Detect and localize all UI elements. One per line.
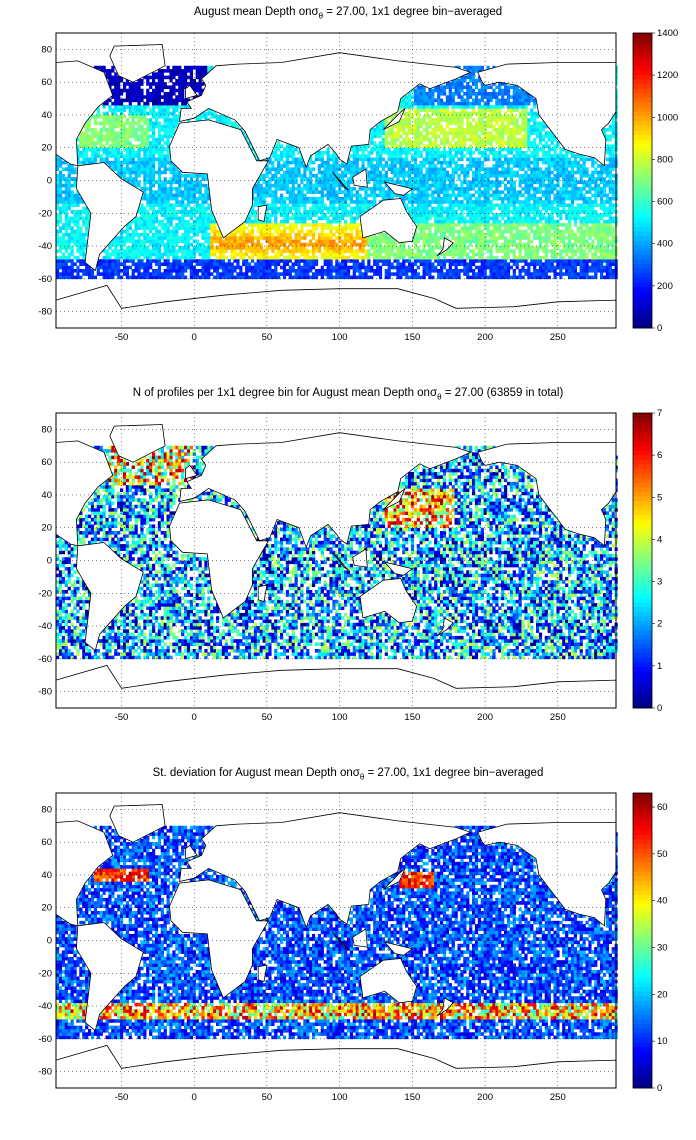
- colorbar-tick-label: 0: [657, 1083, 662, 1094]
- colorbar-tick-label: 2: [657, 619, 662, 630]
- coastlines: [55, 424, 617, 709]
- colorbar-tick-label: 4: [657, 534, 662, 545]
- axes-frame: [55, 32, 617, 329]
- colorbar-tick-label: 3: [657, 577, 662, 588]
- y-tick-label: -60: [38, 654, 52, 665]
- y-tick-label: -20: [38, 968, 52, 979]
- x-tick-label: 250: [550, 712, 566, 723]
- colorbar-tick-label: 1000: [657, 112, 678, 123]
- data-cells: [56, 445, 618, 660]
- x-tick-label: 0: [192, 1092, 197, 1103]
- map-panel-1: -50 0 50 100 150 200 250-80-60-40-200204060800…: [38, 408, 662, 723]
- y-tick-label: -60: [38, 1034, 52, 1045]
- colorbar-tick-label: 60: [657, 802, 668, 813]
- colorbar-tick-label: 6: [657, 450, 662, 461]
- x-tick-label: 150: [404, 1092, 420, 1103]
- x-tick-label: 150: [404, 712, 420, 723]
- x-tick-label: 50: [262, 332, 273, 343]
- grid-lines: [56, 33, 616, 328]
- y-tick-label: -60: [38, 274, 52, 285]
- x-tick-label: 150: [404, 332, 420, 343]
- x-tick-label: 200: [477, 712, 493, 723]
- x-tick-label: 50: [262, 712, 273, 723]
- y-tick-label: 80: [41, 804, 52, 815]
- y-tick-label: -20: [38, 208, 52, 219]
- colorbar-tick-label: 200: [657, 281, 673, 292]
- x-tick-label: 0: [192, 332, 197, 343]
- x-tick-label: 200: [477, 1092, 493, 1103]
- x-tick-label: 100: [332, 712, 348, 723]
- y-tick-label: 20: [41, 143, 52, 154]
- x-tick-label: 250: [550, 1092, 566, 1103]
- coastlines: [55, 44, 617, 329]
- x-tick-label: 100: [332, 332, 348, 343]
- colorbar-tick-label: 40: [657, 896, 668, 907]
- x-tick-label: 250: [550, 332, 566, 343]
- y-tick-label: 40: [41, 490, 52, 501]
- colorbar-tick-label: 600: [657, 197, 673, 208]
- y-tick-label: -40: [38, 1001, 52, 1012]
- y-tick-label: -80: [38, 687, 52, 698]
- y-tick-label: 20: [41, 523, 52, 534]
- colorbar-tick-label: 1400: [657, 28, 678, 39]
- y-tick-label: -80: [38, 307, 52, 318]
- colorbar-tick-label: 0: [657, 323, 662, 334]
- chart-title-mean-depth: August mean Depth onσθ = 27.00, 1x1 degr…: [0, 6, 696, 20]
- x-tick-label: 50: [262, 1092, 273, 1103]
- y-tick-label: -40: [38, 621, 52, 632]
- colorbar-tick-label: 1: [657, 661, 662, 672]
- y-tick-label: 0: [47, 936, 52, 947]
- colorbar-tick-label: 400: [657, 239, 673, 250]
- axes-frame: [55, 792, 617, 1089]
- colorbar-tick-label: 0: [657, 703, 662, 714]
- coastlines: [55, 804, 617, 1089]
- y-tick-label: -40: [38, 241, 52, 252]
- colorbar-tick-label: 7: [657, 408, 662, 419]
- x-tick-label: 100: [332, 1092, 348, 1103]
- colorbar-tick-label: 1200: [657, 70, 678, 81]
- colorbar-tick-label: 10: [657, 1036, 668, 1047]
- axes-frame: [55, 412, 617, 709]
- map-panel-2: -50 0 50 100 150 200 250-80-60-40-200204060800…: [38, 792, 668, 1103]
- colorbar: 0 1 2 3 4 5 6 7: [632, 408, 662, 714]
- colorbar: 0 10 20 30 40 50 60: [632, 792, 668, 1094]
- x-tick-label: 0: [192, 712, 197, 723]
- grid-lines: [56, 413, 616, 708]
- y-tick-label: -20: [38, 588, 52, 599]
- x-tick-label: -50: [115, 332, 129, 343]
- colorbar-tick-label: 5: [657, 492, 662, 503]
- y-tick-label: 20: [41, 903, 52, 914]
- y-tick-label: 80: [41, 44, 52, 55]
- y-tick-label: 60: [41, 77, 52, 88]
- y-tick-label: 60: [41, 457, 52, 468]
- y-tick-label: 40: [41, 870, 52, 881]
- x-tick-label: -50: [115, 1092, 129, 1103]
- colorbar-tick-label: 20: [657, 989, 668, 1000]
- map-panel-0: -50 0 50 100 150 200 250-80-60-40-200204060800…: [38, 28, 678, 343]
- grid-lines: [56, 793, 616, 1088]
- colorbar-tick-label: 50: [657, 849, 668, 860]
- colorbar-tick-label: 800: [657, 154, 673, 165]
- chart-title-profile-count: N of profiles per 1x1 degree bin for Aug…: [0, 387, 696, 401]
- data-cells: [56, 825, 618, 1040]
- colorbar: 0 200 400 600 800 1000 1200 1400: [632, 28, 678, 334]
- data-cells: [56, 65, 618, 280]
- x-tick-label: -50: [115, 712, 129, 723]
- y-tick-label: 0: [47, 176, 52, 187]
- y-tick-label: 40: [41, 110, 52, 121]
- y-tick-label: 0: [47, 556, 52, 567]
- y-tick-label: 60: [41, 837, 52, 848]
- y-tick-label: -80: [38, 1067, 52, 1078]
- chart-title-std-deviation: St. deviation for August mean Depth onσθ…: [0, 767, 696, 781]
- y-tick-label: 80: [41, 424, 52, 435]
- colorbar-tick-label: 30: [657, 943, 668, 954]
- x-tick-label: 200: [477, 332, 493, 343]
